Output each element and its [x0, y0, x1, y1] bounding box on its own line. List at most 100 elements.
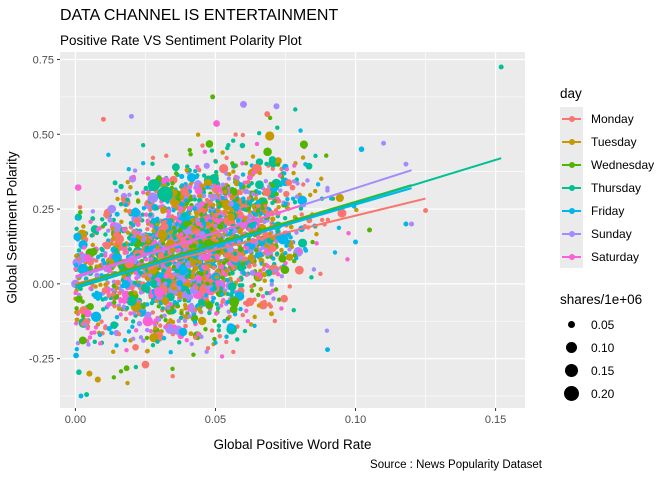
day-legend-key [560, 176, 583, 199]
scatter-point [209, 287, 215, 292]
y-tick-label: 0.50 [33, 129, 54, 141]
scatter-point [303, 248, 309, 253]
scatter-point [215, 306, 221, 311]
scatter-point [204, 349, 209, 354]
scatter-point [74, 216, 80, 221]
scatter-point [103, 282, 108, 287]
scatter-point [255, 203, 261, 209]
scatter-point [110, 226, 115, 231]
scatter-point [318, 271, 323, 277]
scatter-point [250, 154, 256, 159]
legend-point-swatch [568, 230, 575, 237]
scatter-point [246, 263, 252, 269]
scatter-point [224, 334, 229, 339]
scatter-point [314, 241, 319, 246]
scatter-point [263, 147, 272, 157]
scatter-point [255, 199, 261, 205]
shares-legend-item: 0.05 [560, 313, 642, 336]
scatter-point [145, 311, 152, 318]
scatter-point [184, 201, 190, 206]
scatter-point [353, 239, 359, 245]
scatter-point [131, 230, 136, 235]
scatter-point [166, 214, 171, 220]
scatter-point [237, 229, 243, 235]
scatter-point [205, 345, 211, 351]
scatter-point [246, 206, 251, 212]
scatter-point [208, 193, 213, 199]
scatter-point [92, 339, 97, 345]
scatter-point [222, 318, 227, 324]
day-legend-key [560, 245, 583, 268]
scatter-point [258, 247, 263, 252]
scatter-point [243, 188, 249, 195]
scatter-point [160, 278, 166, 283]
scatter-point [290, 196, 296, 201]
scatter-point [191, 234, 197, 239]
scatter-point [123, 202, 129, 208]
scatter-point [136, 311, 142, 317]
scatter-point [111, 349, 116, 354]
scatter-point [73, 352, 79, 359]
scatter-point [314, 231, 319, 237]
scatter-point [213, 213, 219, 218]
scatter-point [229, 292, 234, 298]
scatter-point [211, 265, 216, 270]
scatter-point [291, 179, 297, 184]
scatter-point [192, 206, 198, 212]
scatter-point [270, 216, 276, 222]
scatter-point [126, 329, 132, 334]
scatter-point [230, 161, 235, 166]
x-tick-label: 0.15 [485, 414, 506, 426]
scatter-point [136, 282, 141, 288]
scatter-point [87, 335, 93, 340]
scatter-point [264, 161, 269, 167]
scatter-point [94, 272, 100, 278]
scatter-point [88, 286, 93, 291]
scatter-point [179, 311, 184, 316]
chart-title: DATA CHANNEL IS ENTERTAINMENT [60, 7, 339, 24]
scatter-point [262, 219, 267, 225]
scatter-point [282, 215, 288, 221]
day-legend-key [560, 107, 583, 130]
scatter-point [119, 265, 124, 270]
size-swatch [563, 385, 580, 402]
legend-point-swatch [568, 253, 575, 260]
scatter-point [104, 214, 109, 219]
scatter-point [215, 280, 220, 285]
scatter-point [83, 322, 88, 327]
scatter-point [214, 301, 220, 307]
scatter-point [160, 206, 168, 214]
scatter-point [89, 247, 98, 256]
scatter-point [292, 163, 297, 168]
shares-legend-key [560, 359, 583, 382]
scatter-point [123, 316, 129, 322]
scatter-point [132, 168, 138, 173]
scatter-point [179, 183, 185, 188]
scatter-point [135, 233, 141, 239]
scatter-point [135, 222, 141, 227]
day-legend-item: Wednesday [560, 153, 654, 176]
scatter-point [138, 290, 144, 295]
scatter-point [99, 246, 104, 252]
scatter-point [256, 303, 262, 308]
scatter-point [182, 318, 188, 323]
scatter-point [106, 228, 111, 233]
scatter-point [174, 221, 180, 227]
day-legend-key [560, 199, 583, 222]
scatter-point [145, 176, 151, 181]
scatter-point [81, 224, 86, 229]
day-legend-item: Saturday [560, 245, 654, 268]
scatter-point [94, 258, 99, 263]
size-swatch [567, 320, 576, 329]
scatter-point [99, 252, 104, 258]
scatter-point [196, 306, 202, 312]
scatter-point [121, 227, 127, 232]
scatter-point [219, 265, 224, 270]
scatter-point [92, 292, 100, 300]
scatter-point [269, 244, 277, 253]
scatter-point [269, 278, 275, 283]
scatter-point [168, 302, 174, 307]
scatter-point [140, 212, 145, 217]
scatter-point [106, 325, 112, 332]
scatter-point [196, 270, 201, 276]
